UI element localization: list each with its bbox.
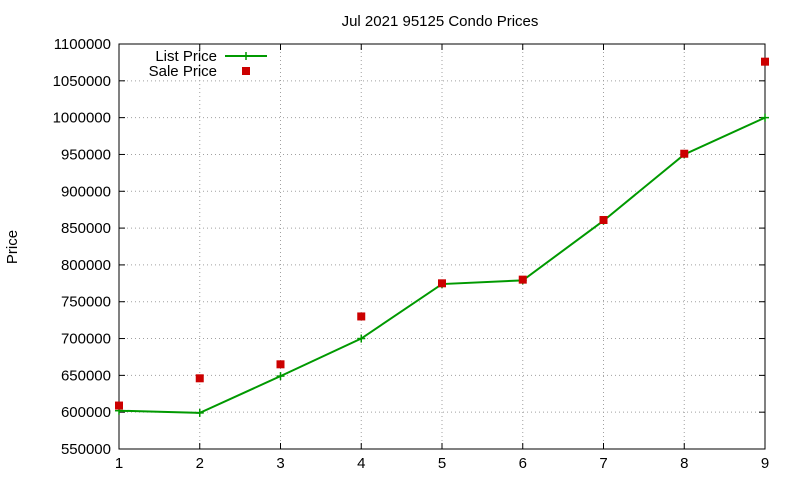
- x-tick-label: 1: [115, 455, 123, 472]
- y-axis-label: Price: [4, 230, 21, 264]
- y-tick-label: 600000: [61, 404, 111, 421]
- x-tick-label: 3: [276, 455, 284, 472]
- sale-price-point: [438, 279, 446, 288]
- sale-price-point: [357, 312, 366, 321]
- list-price-point: [195, 408, 204, 417]
- legend-cross: [242, 52, 250, 60]
- sale-price-point: [276, 360, 285, 369]
- series: [115, 57, 769, 417]
- list-price-point: [276, 372, 285, 381]
- y-tick-label: 750000: [61, 294, 111, 311]
- sale-price-point: [680, 149, 689, 158]
- legend-label: Sale Price: [149, 63, 217, 80]
- y-tick-label: 1100000: [54, 36, 111, 53]
- legend-label: List Price: [155, 48, 217, 65]
- y-tick-label: 1050000: [53, 73, 111, 90]
- sale-price-point: [599, 215, 608, 224]
- list-price-point: [357, 334, 366, 343]
- sale-price-point: [761, 57, 769, 66]
- x-tick-label: 7: [599, 455, 607, 472]
- ticks: 550000 600000 650000 700000 750000 800000 8500…: [53, 36, 770, 472]
- y-tick-label: 800000: [61, 257, 111, 274]
- x-tick-label: 6: [519, 455, 527, 472]
- sale-price-point: [518, 275, 527, 284]
- y-tick-label: 700000: [61, 331, 111, 348]
- y-tick-label: 950000: [61, 146, 111, 163]
- y-tick-label: 650000: [61, 367, 111, 384]
- legend-square: [242, 67, 250, 75]
- sale-price-point: [115, 401, 123, 410]
- y-tick-label: 550000: [61, 441, 111, 458]
- list-price-point: [761, 113, 769, 122]
- y-tick-label: 1000000: [53, 110, 111, 127]
- x-tick-label: 8: [680, 455, 688, 472]
- x-tick-label: 9: [761, 455, 769, 472]
- grid: [119, 44, 765, 449]
- sale-price-point: [195, 374, 204, 383]
- y-tick-label: 900000: [61, 183, 111, 200]
- x-tick-label: 5: [438, 455, 446, 472]
- chart-title: Jul 2021 95125 Condo Prices: [342, 13, 539, 30]
- y-tick-label: 850000: [61, 220, 111, 237]
- x-tick-label: 2: [196, 455, 204, 472]
- x-tick-label: 4: [357, 455, 365, 472]
